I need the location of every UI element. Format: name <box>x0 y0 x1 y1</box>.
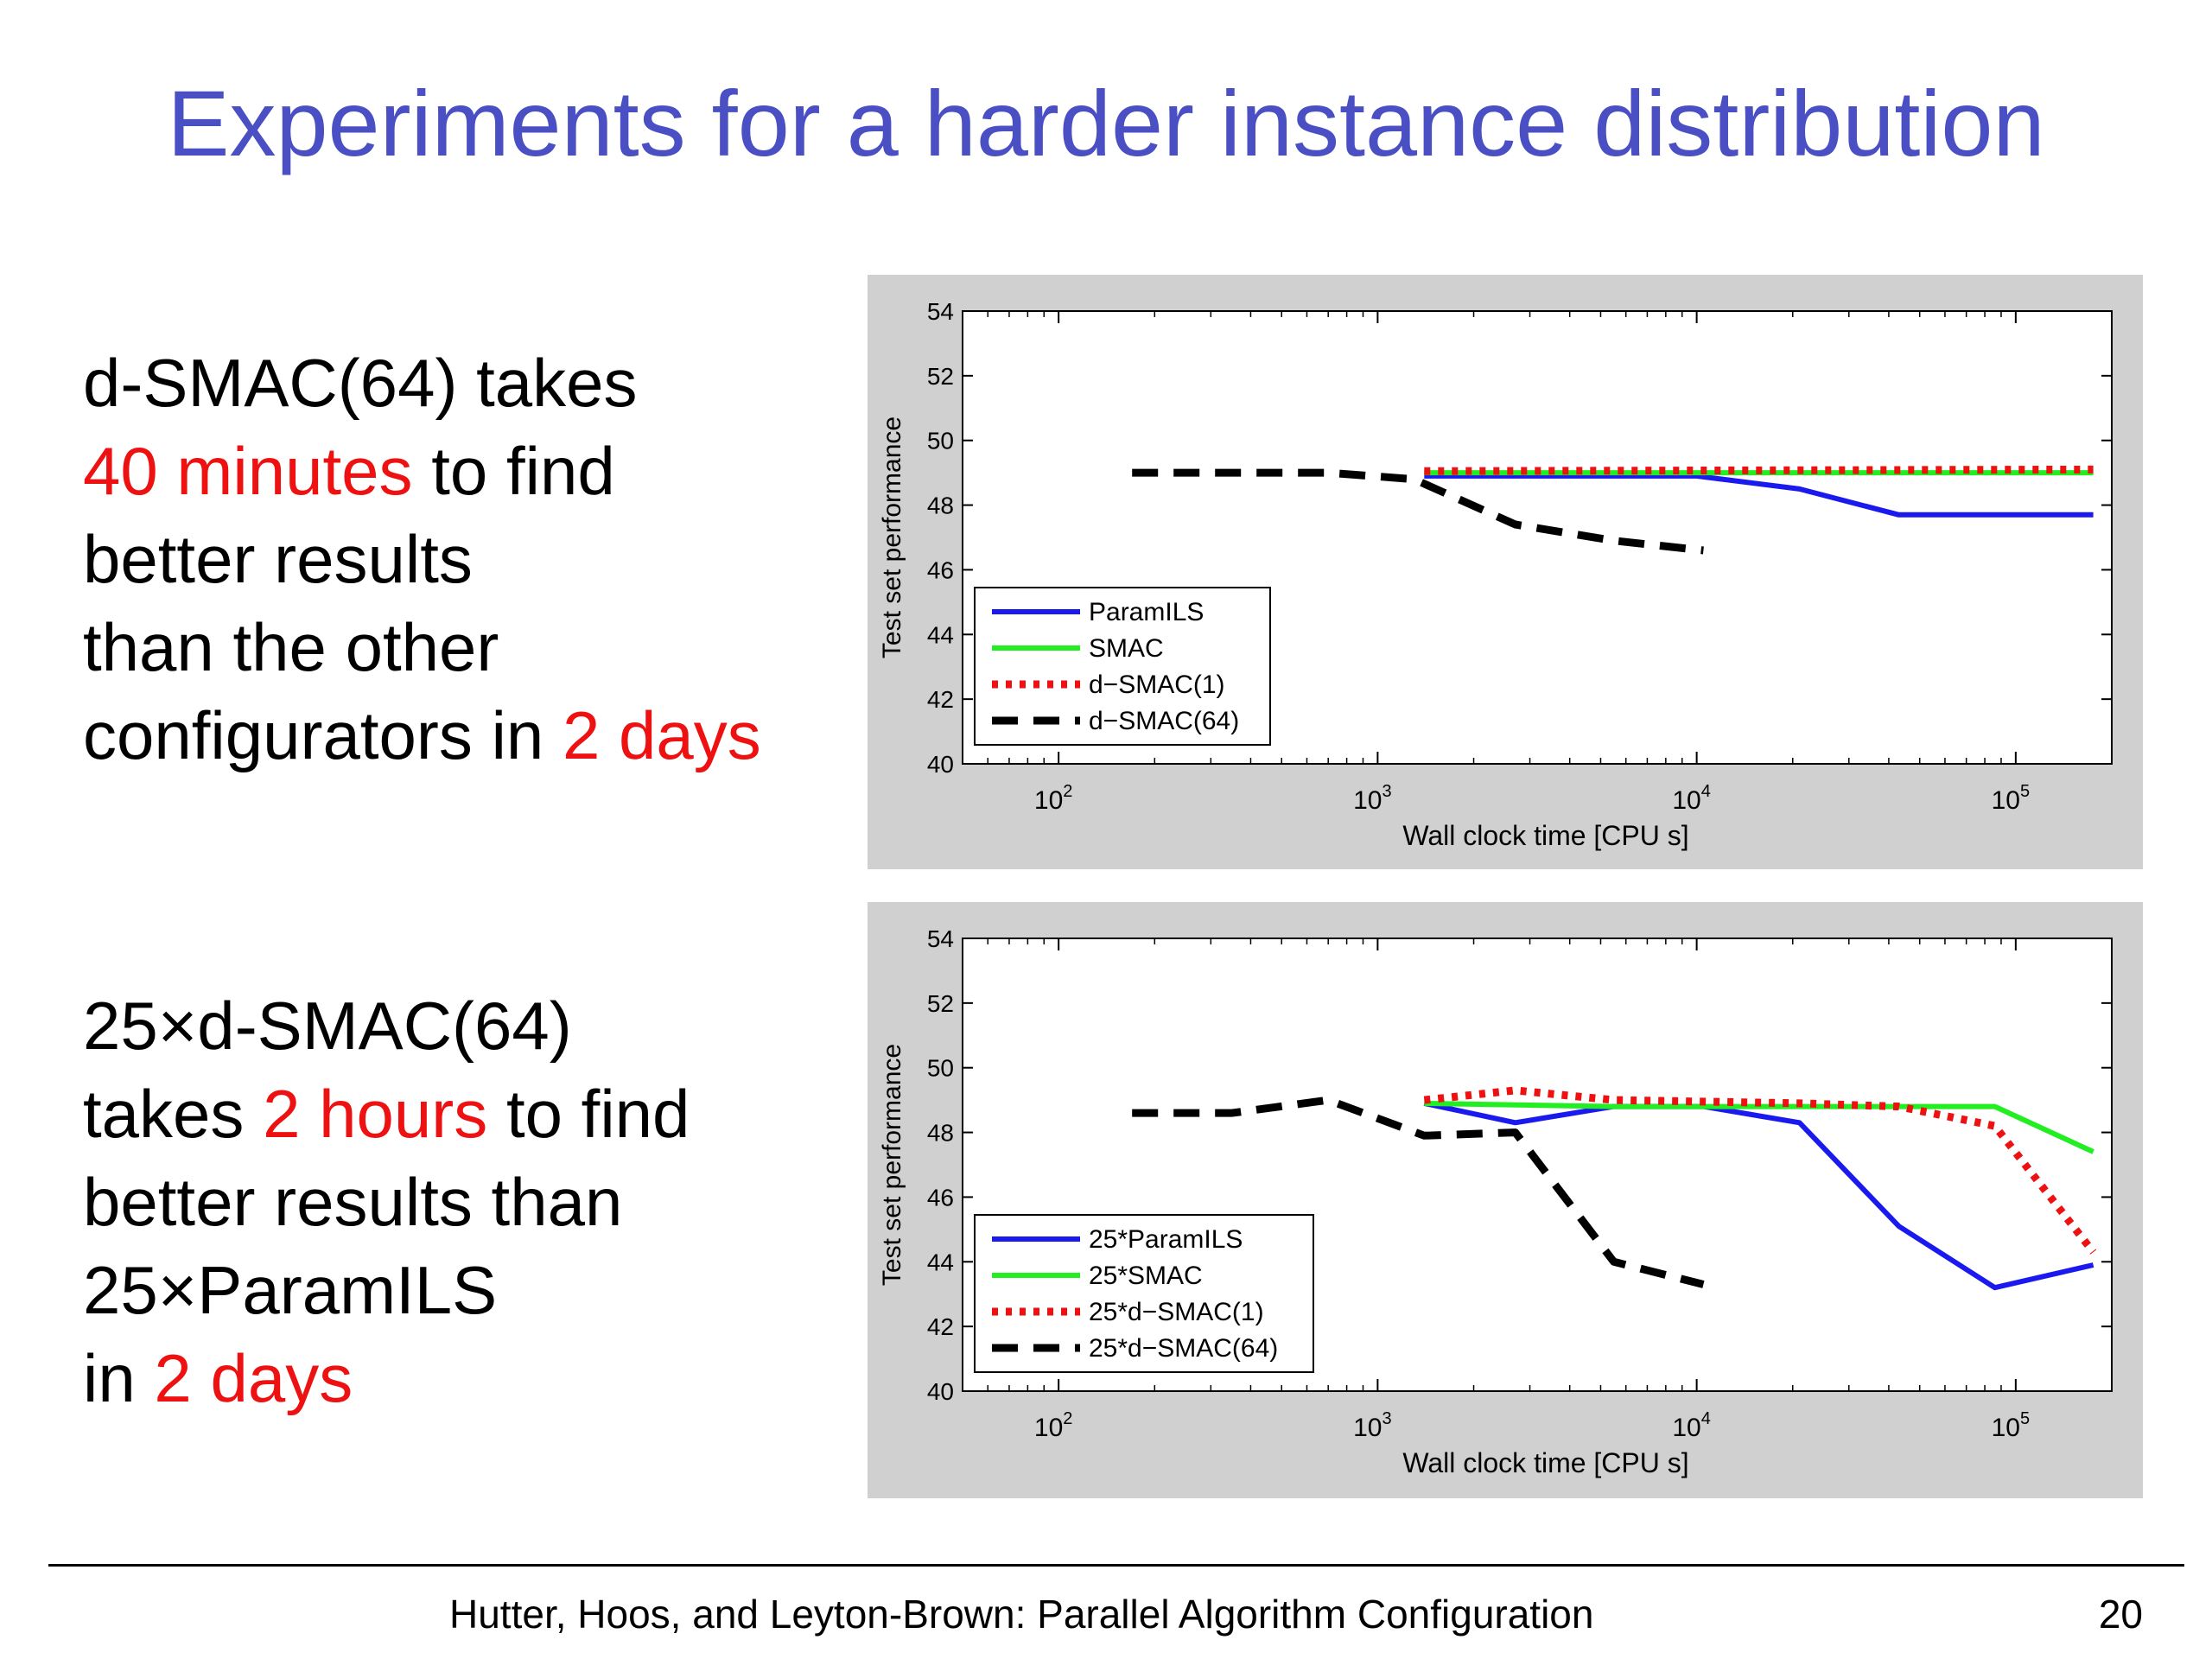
y-tick-label: 46 <box>927 1184 954 1211</box>
y-tick-label: 48 <box>927 1120 954 1147</box>
y-tick-label: 52 <box>927 990 954 1017</box>
text-segment: d-SMAC(64) takes <box>83 345 638 421</box>
text-segment: 25×ParamILS <box>83 1252 498 1328</box>
x-tick-base: 10 <box>1672 1414 1700 1442</box>
text-block-1: d-SMAC(64) takes 40 minutes to find better… <box>83 339 878 779</box>
text-segment: than the other <box>83 609 499 685</box>
slide-title: Experiments for a harder instance distri… <box>167 71 2045 175</box>
text-segment: to find <box>412 433 615 509</box>
y-tick-label: 52 <box>927 363 954 390</box>
y-tick-label: 50 <box>927 1055 954 1082</box>
highlighted-text: 40 minutes <box>83 433 413 509</box>
text-line: better results <box>83 515 878 603</box>
y-tick-label: 54 <box>927 925 954 952</box>
text-segment: better results than <box>83 1164 623 1240</box>
text-line: 25×ParamILS <box>83 1246 878 1334</box>
x-tick-base: 10 <box>1992 786 2020 815</box>
x-tick-exponent: 4 <box>1701 782 1711 801</box>
legend-label: d−SMAC(1) <box>1089 671 1225 699</box>
footer-divider <box>48 1564 2184 1567</box>
x-tick-exponent: 3 <box>1382 782 1392 801</box>
x-tick-base: 10 <box>1034 1414 1063 1442</box>
legend-label: 25*d−SMAC(64) <box>1089 1334 1278 1363</box>
text-segment: in <box>83 1340 155 1416</box>
text-segment: configurators in <box>83 697 563 773</box>
series-line-3 <box>1424 465 2094 475</box>
x-tick-label: 105 <box>1992 782 2031 815</box>
legend-label: 25*d−SMAC(1) <box>1089 1298 1264 1326</box>
text-segment: takes <box>83 1076 264 1152</box>
text-segment: 25×d-SMAC(64) <box>83 988 572 1064</box>
legend-label: 25*ParamILS <box>1089 1225 1243 1254</box>
y-tick-label: 46 <box>927 556 954 583</box>
legend-label: SMAC <box>1089 634 1164 663</box>
text-line: takes 2 hours to find <box>83 1070 878 1158</box>
x-tick-label: 102 <box>1034 782 1073 815</box>
x-tick-exponent: 2 <box>1063 1409 1072 1428</box>
series-line-4 <box>1132 468 1704 555</box>
series-line-4 <box>1132 1096 1705 1288</box>
text-segment: to find <box>487 1076 690 1152</box>
text-line: d-SMAC(64) takes <box>83 339 878 427</box>
x-tick-label: 102 <box>1034 1409 1073 1442</box>
footer-citation: Hutter, Hoos, and Leyton-Brown: Parallel… <box>449 1592 1594 1637</box>
text-line: in 2 days <box>83 1334 878 1422</box>
text-line: better results than <box>83 1158 878 1246</box>
x-tick-exponent: 4 <box>1701 1409 1711 1428</box>
text-line: 40 minutes to find <box>83 427 878 515</box>
series-line-3 <box>1423 1086 2097 1255</box>
text-line: 25×d-SMAC(64) <box>83 982 878 1070</box>
y-tick-label: 42 <box>927 1313 954 1340</box>
y-tick-label: 44 <box>927 621 954 648</box>
x-tick-base: 10 <box>1353 786 1382 815</box>
y-axis-label: Test set performance <box>878 1044 906 1286</box>
highlighted-text: 2 days <box>154 1340 353 1416</box>
x-tick-exponent: 5 <box>2020 782 2030 801</box>
x-tick-label: 105 <box>1992 1409 2031 1442</box>
text-line: configurators in 2 days <box>83 691 878 779</box>
chart-panel-2: 40 42 44 46 48 50 52 54 102 103 104 105 Wall clock t… <box>868 902 2143 1498</box>
page-number: 20 <box>2098 1592 2143 1637</box>
series-line-1 <box>1424 473 2094 518</box>
x-tick-exponent: 5 <box>2020 1409 2030 1428</box>
x-tick-label: 104 <box>1672 1409 1711 1442</box>
x-tick-exponent: 2 <box>1063 782 1072 801</box>
highlighted-text: 2 days <box>562 697 761 773</box>
y-axis-label: Test set performance <box>878 416 906 658</box>
legend-label: ParamILS <box>1089 598 1204 626</box>
text-line: than the other <box>83 603 878 691</box>
legend-label: d−SMAC(64) <box>1089 707 1239 735</box>
y-tick-label: 50 <box>927 428 954 454</box>
text-block-2: 25×d-SMAC(64) takes 2 hours to find better… <box>83 982 878 1422</box>
x-tick-base: 10 <box>1672 786 1700 815</box>
x-tick-label: 103 <box>1353 1409 1392 1442</box>
highlighted-text: 2 hours <box>263 1076 488 1152</box>
y-tick-label: 48 <box>927 493 954 519</box>
y-tick-label: 54 <box>927 298 954 325</box>
x-tick-base: 10 <box>1353 1414 1382 1442</box>
x-axis-label: Wall clock time [CPU s] <box>1402 820 1688 851</box>
y-tick-label: 42 <box>927 686 954 713</box>
x-tick-base: 10 <box>1034 786 1063 815</box>
chart-panel-1: 40 42 44 46 48 50 52 54 102 103 104 105 Wall clock t… <box>868 275 2143 869</box>
x-tick-exponent: 3 <box>1382 1409 1392 1428</box>
y-tick-label: 40 <box>927 1378 954 1405</box>
x-tick-base: 10 <box>1992 1414 2020 1442</box>
x-tick-label: 103 <box>1353 782 1392 815</box>
text-segment: better results <box>83 521 473 597</box>
y-tick-label: 44 <box>927 1249 954 1275</box>
y-tick-label: 40 <box>927 751 954 778</box>
x-axis-label: Wall clock time [CPU s] <box>1402 1447 1688 1478</box>
series-line-2 <box>1424 1100 2094 1154</box>
x-tick-label: 104 <box>1672 782 1711 815</box>
legend-label: 25*SMAC <box>1089 1262 1203 1290</box>
series-line-1 <box>1423 1100 2094 1291</box>
